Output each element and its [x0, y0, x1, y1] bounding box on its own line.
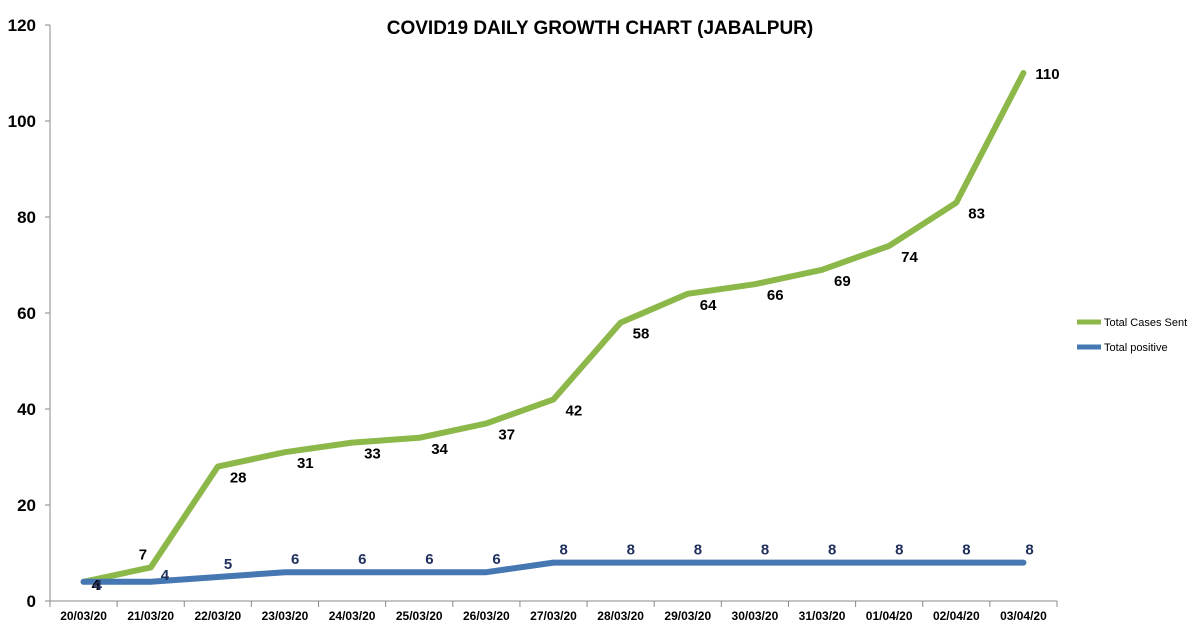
data-label-total-cases-sent: 34 — [431, 441, 448, 458]
data-label-total-positive: 8 — [627, 542, 635, 559]
data-label-total-cases-sent: 66 — [767, 287, 784, 304]
data-label-total-cases-sent: 69 — [834, 273, 851, 290]
x-tick-label: 30/03/20 — [732, 609, 779, 623]
series-lines — [80, 70, 1027, 585]
y-tick-label: 0 — [27, 592, 36, 611]
data-label-total-cases-sent: 28 — [230, 470, 247, 487]
data-label-total-cases-sent: 42 — [566, 402, 583, 419]
data-label-total-positive: 8 — [1025, 542, 1033, 559]
x-tick-label: 24/03/20 — [329, 609, 376, 623]
series-line-total-positive — [80, 559, 1027, 585]
x-tick-label: 23/03/20 — [262, 609, 309, 623]
x-tick-label: 02/04/20 — [933, 609, 980, 623]
data-label-total-positive: 6 — [425, 551, 433, 568]
data-label-total-positive: 8 — [828, 542, 836, 559]
data-label-total-cases-sent: 37 — [498, 426, 515, 443]
legend-label: Total Cases Sent — [1104, 317, 1187, 329]
chart-title: COVID19 DAILY GROWTH CHART (JABALPUR) — [387, 18, 813, 39]
x-tick-label: 21/03/20 — [127, 609, 174, 623]
y-tick-label: 20 — [17, 496, 36, 515]
data-label-total-positive: 5 — [224, 556, 232, 573]
x-tick-label: 20/03/20 — [60, 609, 107, 623]
data-label-total-cases-sent: 58 — [633, 326, 650, 343]
y-tick-label: 40 — [17, 400, 36, 419]
x-tick-label: 31/03/20 — [799, 609, 846, 623]
y-tick-label: 80 — [17, 208, 36, 227]
data-label-total-positive: 8 — [761, 542, 769, 559]
data-label-total-cases-sent: 33 — [364, 446, 381, 463]
data-label-total-cases-sent: 64 — [700, 297, 717, 314]
data-label-total-positive: 8 — [694, 542, 702, 559]
x-tick-label: 25/03/20 — [396, 609, 443, 623]
data-label-total-cases-sent: 83 — [968, 206, 985, 223]
data-label-total-positive: 6 — [492, 551, 500, 568]
data-label-total-positive: 4 — [94, 577, 103, 594]
x-axis-ticks: 20/03/20 21/03/20 22/03/20 23/03/20 24/03/20… — [49, 601, 1058, 623]
axes — [49, 25, 1057, 602]
series-line-total-cases-sent — [80, 70, 1027, 585]
x-tick-label: 03/04/20 — [1000, 609, 1047, 623]
x-tick-label: 28/03/20 — [597, 609, 644, 623]
data-label-total-positive: 6 — [291, 551, 299, 568]
x-tick-label: 22/03/20 — [194, 609, 241, 623]
x-tick-label: 27/03/20 — [530, 609, 577, 623]
data-label-total-positive: 8 — [895, 542, 903, 559]
data-label-total-cases-sent: 74 — [901, 249, 918, 266]
y-tick-label: 100 — [8, 112, 36, 131]
x-tick-label: 01/04/20 — [866, 609, 913, 623]
y-axis-ticks: 0 20 40 60 80 100 120 — [8, 16, 50, 611]
legend: Total Cases Sent Total positive — [1077, 317, 1187, 354]
data-label-total-cases-sent: 4 — [92, 577, 101, 594]
data-label-total-positive: 6 — [358, 551, 366, 568]
y-tick-label: 60 — [17, 304, 36, 323]
x-tick-label: 26/03/20 — [463, 609, 510, 623]
x-tick-label: 29/03/20 — [664, 609, 711, 623]
data-label-total-positive: 8 — [560, 542, 568, 559]
data-label-total-cases-sent: 110 — [1035, 66, 1059, 83]
data-label-total-positive: 8 — [962, 542, 970, 559]
legend-label: Total positive — [1104, 342, 1168, 354]
data-label-total-cases-sent: 31 — [297, 455, 314, 472]
data-label-total-positive: 4 — [161, 567, 170, 584]
y-tick-label: 120 — [8, 16, 36, 35]
data-label-total-cases-sent: 7 — [139, 546, 147, 563]
